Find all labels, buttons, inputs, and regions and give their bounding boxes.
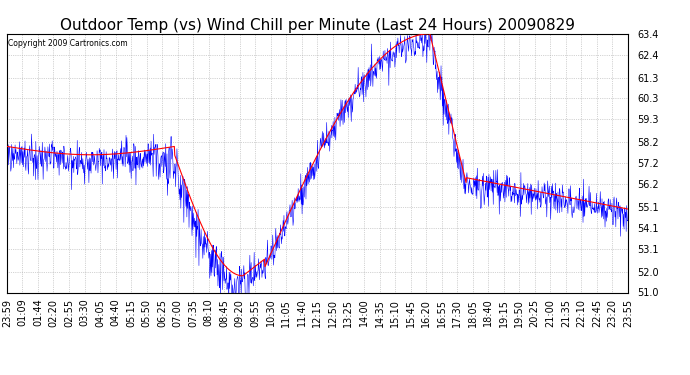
Text: Copyright 2009 Cartronics.com: Copyright 2009 Cartronics.com	[8, 39, 128, 48]
Title: Outdoor Temp (vs) Wind Chill per Minute (Last 24 Hours) 20090829: Outdoor Temp (vs) Wind Chill per Minute …	[60, 18, 575, 33]
